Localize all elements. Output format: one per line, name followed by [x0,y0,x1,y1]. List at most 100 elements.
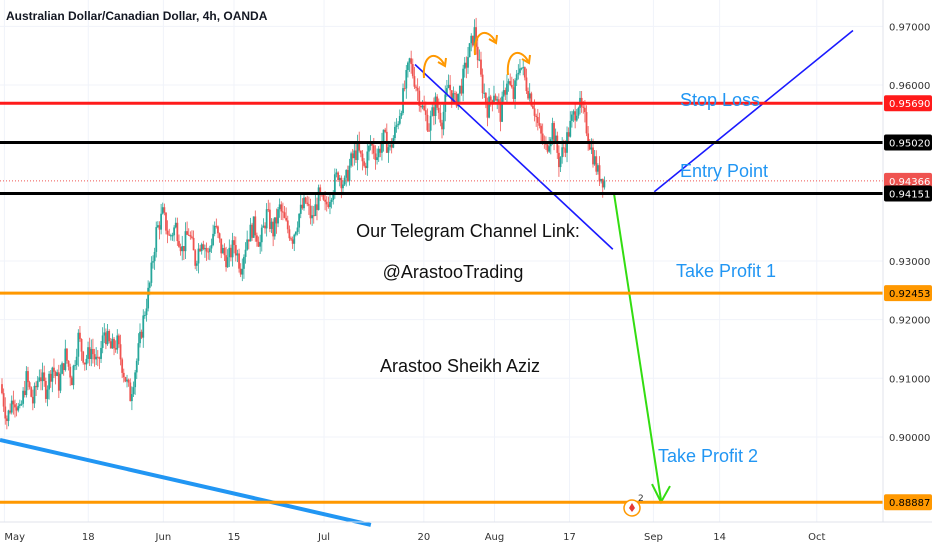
candle-body [92,348,94,355]
candle-body [587,133,590,143]
candle-body [592,147,594,165]
candle-body [379,148,382,153]
candle-body [455,93,458,107]
candle-body [119,344,122,360]
candle-body [301,204,304,209]
maple-leaf-icon [629,503,635,512]
candle-body [57,372,60,391]
candle-body [329,201,331,208]
candle-body [46,389,49,399]
candle-body [246,239,249,250]
candle-body [523,67,526,78]
candle-body [156,225,159,228]
candle-body [421,105,424,108]
candle-body [101,335,104,348]
candle-body [48,373,50,390]
candle-body [405,70,408,89]
candle-body [288,229,291,239]
candle-body [124,377,127,382]
candle-body [394,126,396,139]
candle-body [413,76,416,87]
chart-drawings [0,29,854,527]
candle-body [561,147,564,158]
candle-body [135,360,138,373]
candle-body [403,88,406,90]
candle-body [442,111,445,130]
candle-body [220,238,223,254]
candle-body [585,112,588,134]
event-badge[interactable]: 2 [623,494,644,517]
candle-body [434,96,437,116]
peak-curve-arrow [506,51,529,76]
candle-body [35,385,37,388]
candle-body [116,335,119,350]
candle-body [165,212,167,231]
candle-body [527,91,529,99]
entry-point-annotation: Entry Point [680,161,768,181]
y-tick-label: 0.97000 [889,22,930,33]
candle-body [525,77,528,92]
long-trend-line[interactable] [0,437,372,527]
candle-body [62,363,65,371]
candle-body [191,236,193,238]
candle-body [221,247,224,254]
candle-body [509,81,512,85]
price-axis[interactable]: 0.97000 0.96000 0.93000 0.92000 0.91000 0.900… [882,0,932,522]
candle-body [468,43,471,58]
candle-body [493,95,495,103]
candle-body [395,125,398,127]
candle-body [293,234,296,244]
candle-body [122,372,125,378]
candle-body [139,331,141,344]
candle-body [567,132,570,137]
candle-body [283,212,286,218]
y-tick-label: 0.93000 [889,257,930,268]
y-tick-label: 0.91000 [889,374,930,385]
candle-body [20,403,23,405]
candle-body [53,367,55,372]
candle-body [90,348,93,360]
price-tag [884,134,932,151]
candle-body [575,115,578,121]
channel-upper-line[interactable] [653,29,854,193]
candle-body [359,150,362,154]
candle-body [541,133,544,142]
candle-body [473,27,476,46]
candle-body [345,170,348,178]
candle-body [127,379,130,383]
candle-body [418,90,421,107]
candle-body [382,129,385,143]
candle-body [140,331,143,338]
candle-body [374,153,377,161]
time-axis[interactable]: May 18 Jun 15 Jul 20 Aug 17 Sep 14 Oct [0,521,932,543]
candle-body [88,347,91,360]
candle-body [17,405,20,411]
candle-body [142,315,145,338]
candle-body [358,141,361,151]
candle-body [551,123,554,140]
candle-body [239,268,242,275]
price-tag-label: 0.94366 [889,177,930,188]
candle-body [426,114,429,131]
candle-body [184,231,187,252]
candle-body [265,209,268,229]
candle-body [306,202,309,205]
candle-body [342,184,344,189]
candle-body [465,62,468,68]
candle-body [338,177,341,181]
candle-body [600,178,603,182]
peak-curve-arrow [422,54,445,79]
grid-lines [0,0,883,522]
candle-body [247,239,250,242]
candle-body [5,418,8,422]
candle-body [294,231,297,235]
projection-arrow[interactable] [613,193,662,501]
candle-body [2,393,5,407]
candle-body [234,245,237,256]
candle-body [522,67,525,69]
author-name: Arastoo Sheikh Aziz [380,356,540,376]
channel-lower-line[interactable] [414,63,614,250]
candle-body [145,308,148,316]
candle-body [186,231,188,235]
